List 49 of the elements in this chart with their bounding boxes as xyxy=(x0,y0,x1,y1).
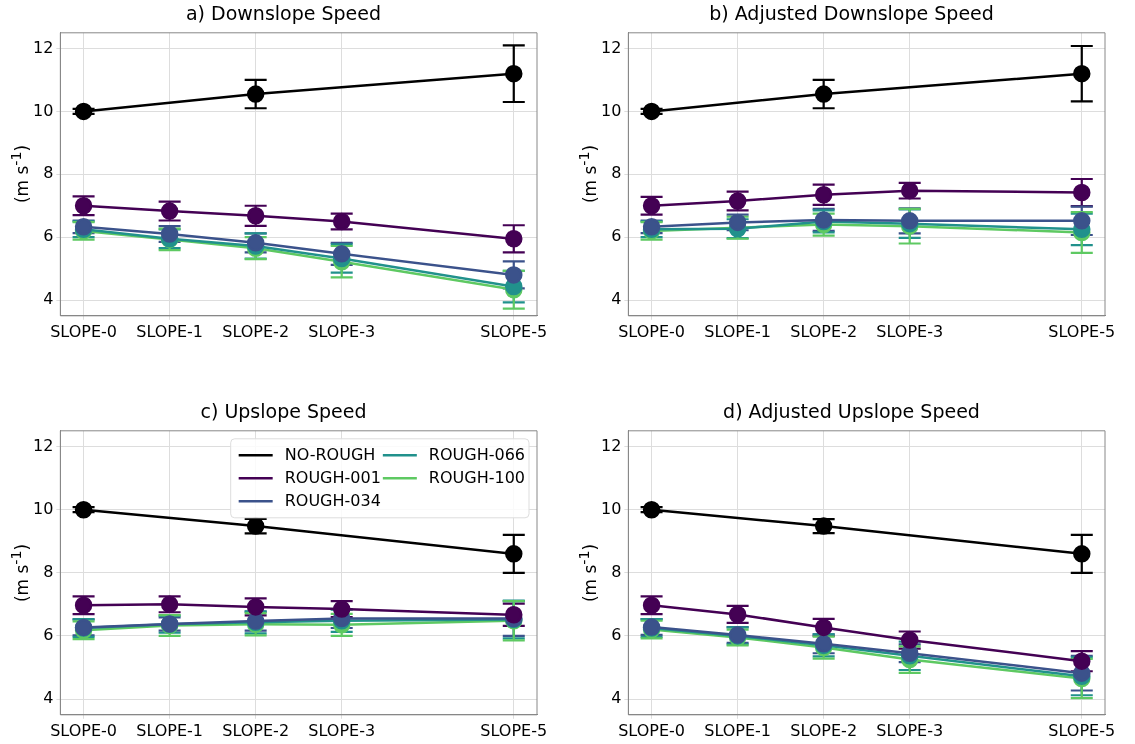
x-tick-label: SLOPE-5 xyxy=(1048,720,1116,740)
legend-label: NO-ROUGH xyxy=(284,445,376,465)
y-tick-label: 4 xyxy=(43,289,54,309)
y-tick-label: 8 xyxy=(43,561,54,581)
y-tick-label: 12 xyxy=(601,435,622,455)
legend-label: ROUGH-100 xyxy=(428,468,526,488)
y-tick-label: 10 xyxy=(33,100,54,120)
x-tick-label: SLOPE-1 xyxy=(704,321,772,341)
y-tick-label: 8 xyxy=(43,163,54,183)
y-tick-label: 6 xyxy=(611,625,622,645)
x-tick-label: SLOPE-0 xyxy=(618,321,685,341)
x-tick-label: SLOPE-0 xyxy=(50,321,117,341)
x-tick-label: SLOPE-2 xyxy=(790,321,858,341)
x-tick-label: SLOPE-0 xyxy=(618,720,685,740)
x-tick-label: SLOPE-3 xyxy=(876,321,944,341)
y-tick-label: 10 xyxy=(601,498,622,518)
y-tick-label: 12 xyxy=(33,435,54,455)
y-tick-label: 8 xyxy=(611,163,622,183)
x-tick-label: SLOPE-1 xyxy=(704,720,772,740)
chart-title: c) Upslope Speed xyxy=(200,400,367,423)
x-tick-label: SLOPE-2 xyxy=(790,720,858,740)
legend-label: ROUGH-066 xyxy=(428,445,526,465)
legend-label: ROUGH-001 xyxy=(284,468,381,488)
chart-title: d) Adjusted Upslope Speed xyxy=(723,400,980,423)
x-tick-label: SLOPE-5 xyxy=(480,720,548,740)
x-tick-label: SLOPE-0 xyxy=(50,720,117,740)
y-tick-label: 4 xyxy=(611,289,622,309)
y-tick-label: 12 xyxy=(601,37,622,57)
x-tick-label: SLOPE-3 xyxy=(308,720,376,740)
y-tick-label: 10 xyxy=(601,100,622,120)
x-tick-label: SLOPE-3 xyxy=(876,720,944,740)
chart-title: a) Downslope Speed xyxy=(185,2,382,25)
y-tick-label: 6 xyxy=(43,625,54,645)
x-tick-label: SLOPE-2 xyxy=(222,720,290,740)
x-tick-label: SLOPE-1 xyxy=(136,720,204,740)
y-tick-label: 4 xyxy=(43,688,54,708)
legend-label: ROUGH-034 xyxy=(284,491,381,511)
x-tick-label: SLOPE-2 xyxy=(222,321,290,341)
y-tick-label: 12 xyxy=(33,37,54,57)
x-tick-label: SLOPE-1 xyxy=(136,321,204,341)
x-tick-label: SLOPE-3 xyxy=(308,321,376,341)
y-tick-label: 4 xyxy=(611,688,622,708)
y-tick-label: 6 xyxy=(611,226,622,246)
y-tick-label: 8 xyxy=(611,561,622,581)
x-tick-label: SLOPE-5 xyxy=(480,321,548,341)
y-tick-label: 10 xyxy=(33,498,54,518)
x-tick-label: SLOPE-5 xyxy=(1048,321,1116,341)
chart-title: b) Adjusted Downslope Speed xyxy=(709,2,994,25)
y-tick-label: 6 xyxy=(43,226,54,246)
